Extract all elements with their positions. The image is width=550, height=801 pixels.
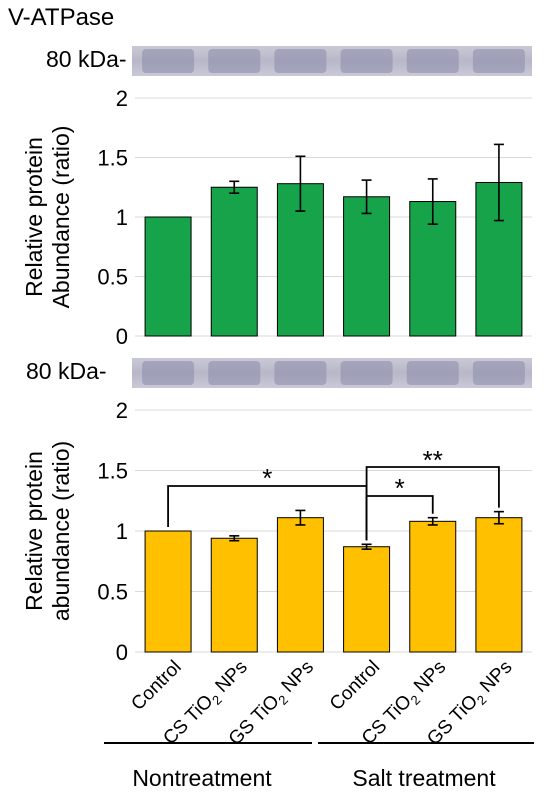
bar — [343, 546, 391, 653]
x-tick-label: Control — [326, 657, 384, 715]
bar — [144, 530, 192, 653]
group-label-nontreatment: Nontreatment — [132, 765, 272, 791]
chart-top: 0 0.5 1 1.5 2 Relative proteinAbundance (rati… — [21, 86, 532, 349]
x-tick-label: Control — [127, 657, 185, 715]
blot-band — [274, 361, 327, 385]
y-tick-label: 2 — [116, 86, 128, 111]
blot-bottom-marker: 80 kDa- — [26, 358, 107, 384]
significance-bracket — [167, 485, 368, 541]
y-axis-label-top: Relative proteinAbundance (ratio) — [21, 126, 74, 309]
y-tick-label: 0 — [116, 640, 128, 665]
significance-label: ** — [423, 445, 443, 475]
blot-band — [340, 49, 393, 73]
y-tick-label: 1 — [116, 205, 128, 230]
western-blot-top — [132, 46, 532, 76]
significance-label: * — [262, 463, 272, 493]
bar — [210, 537, 258, 653]
protein-title: V-ATPase — [8, 4, 115, 31]
y-tick-label: 2 — [116, 398, 128, 423]
bar — [276, 517, 324, 653]
bar — [144, 216, 192, 337]
blot-band — [406, 361, 459, 385]
blot-strip — [132, 358, 532, 388]
bar — [210, 186, 258, 337]
blot-strip — [132, 46, 532, 76]
blot-band — [142, 49, 195, 73]
significance-bracket — [365, 466, 500, 541]
blot-band — [274, 49, 327, 73]
y-tick-label: 1.5 — [97, 146, 128, 171]
western-blot-bottom — [132, 358, 532, 388]
blot-band — [340, 361, 393, 385]
blot-band — [208, 361, 261, 385]
y-axis-label-line2: Abundance (ratio) — [48, 126, 74, 309]
blot-band — [208, 49, 261, 73]
y-tick-label: 0 — [116, 324, 128, 349]
y-axis-label-line1: Relative protein — [21, 137, 47, 297]
blot-band — [142, 361, 195, 385]
blot-band — [406, 49, 459, 73]
y-axis-label-bottom: Relative proteinabundance (ratio) — [21, 441, 74, 621]
y-tick-label: 0.5 — [97, 265, 128, 290]
y-tick-label: 1.5 — [97, 459, 128, 484]
blot-top-marker: 80 kDa- — [46, 46, 127, 72]
bar — [475, 517, 523, 653]
y-tick-label: 0.5 — [97, 580, 128, 605]
chart-bottom: 0 0.5 1 1.5 2 Relative proteinabundance (rati… — [21, 398, 532, 750]
bar — [409, 520, 457, 653]
bar — [343, 196, 391, 337]
significance-label: * — [395, 473, 405, 503]
blot-band — [472, 361, 525, 385]
y-tick-label: 1 — [116, 519, 128, 544]
y-axis-label-line1: Relative protein — [21, 451, 47, 611]
group-label-salt: Salt treatment — [352, 765, 496, 791]
y-axis-label-line2: abundance (ratio) — [48, 441, 74, 621]
group-axis: Nontreatment Salt treatment — [104, 742, 534, 791]
blot-band — [472, 49, 525, 73]
